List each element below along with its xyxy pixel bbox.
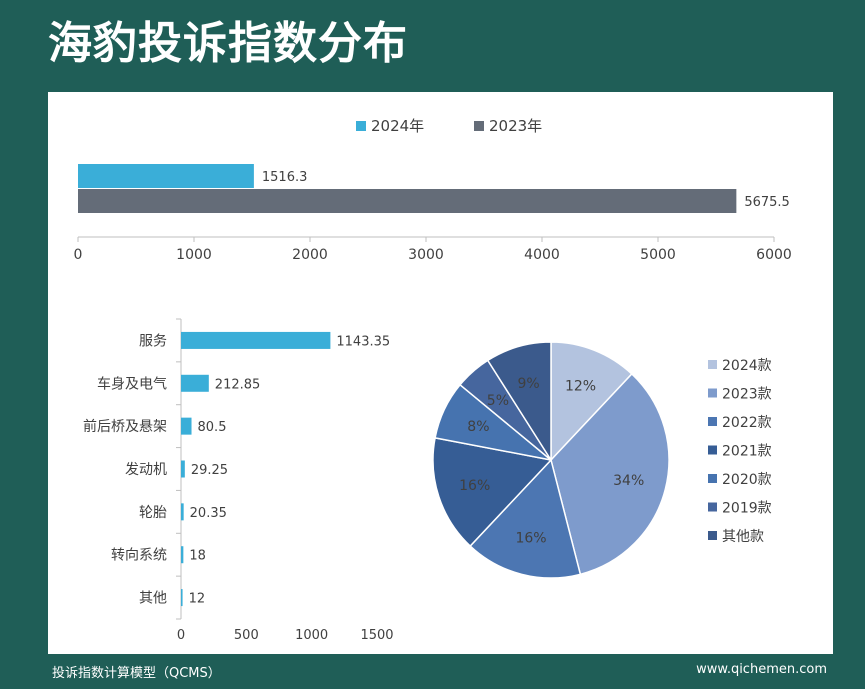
pie-legend-swatch-5 bbox=[708, 502, 717, 512]
category-value-label-4: 20.35 bbox=[190, 506, 227, 521]
footer-model-name: 投诉指数计算模型（QCMS） bbox=[52, 666, 221, 681]
pie-slice-3 bbox=[432, 437, 553, 548]
category-bar-3 bbox=[181, 460, 185, 478]
pie-slice-label-2: 16% bbox=[515, 531, 546, 547]
pie-legend-label-5: 2019款 bbox=[722, 501, 772, 517]
top-x-tick-label-0: 0 bbox=[74, 247, 83, 263]
pie-legend-label-6: 其他款 bbox=[722, 529, 764, 545]
category-value-label-6: 12 bbox=[189, 592, 206, 607]
pie-slice-label-5: 5% bbox=[487, 393, 509, 409]
category-x-tick-label-2: 1000 bbox=[295, 628, 328, 643]
pie-slice-2 bbox=[469, 458, 582, 579]
pie-legend-swatch-6 bbox=[708, 531, 717, 540]
pie-legend-label-1: 2023款 bbox=[722, 387, 772, 403]
category-value-label-5: 18 bbox=[189, 549, 206, 564]
pie-slice-6 bbox=[486, 341, 552, 463]
category-label-6: 其他 bbox=[139, 591, 167, 607]
category-label-4: 轮胎 bbox=[139, 505, 167, 521]
top-x-tick-label-3: 3000 bbox=[408, 247, 444, 263]
legend-label-1: 2023年 bbox=[489, 117, 542, 135]
top-x-tick-label-5: 5000 bbox=[640, 247, 676, 263]
page-title: 海豹投诉指数分布 bbox=[48, 18, 408, 69]
pie-legend-label-2: 2022款 bbox=[722, 415, 772, 431]
category-value-label-1: 212.85 bbox=[215, 377, 260, 392]
category-bar-2 bbox=[181, 417, 192, 435]
pie-legend-swatch-2 bbox=[708, 417, 717, 426]
category-label-1: 车身及电气 bbox=[97, 375, 167, 392]
pie-legend-label-3: 2021款 bbox=[722, 444, 772, 460]
category-label-5: 转向系统 bbox=[111, 548, 167, 564]
category-value-label-3: 29.25 bbox=[191, 463, 228, 478]
category-bar-0 bbox=[181, 331, 331, 349]
pie-legend-label-0: 2024款 bbox=[722, 358, 772, 374]
year-bar-0 bbox=[78, 164, 254, 188]
pie-slice-1 bbox=[550, 372, 670, 576]
legend-label-0: 2024年 bbox=[371, 117, 424, 135]
category-x-tick-label-1: 500 bbox=[234, 628, 259, 643]
pie-legend-swatch-4 bbox=[708, 474, 717, 483]
year-bar-label-1: 5675.5 bbox=[744, 195, 790, 210]
category-bar-6 bbox=[181, 589, 183, 607]
category-x-tick-label-3: 1500 bbox=[360, 628, 393, 643]
pie-slice-label-3: 16% bbox=[459, 478, 490, 494]
footer-website: www.qichemen.com bbox=[696, 662, 827, 677]
pie-legend-label-4: 2020款 bbox=[722, 472, 772, 488]
legend-swatch-0 bbox=[356, 121, 366, 131]
top-x-tick-label-2: 2000 bbox=[292, 247, 328, 263]
category-bar-5 bbox=[181, 546, 184, 564]
category-label-2: 前后桥及悬架 bbox=[83, 418, 167, 435]
category-x-tick-label-0: 0 bbox=[177, 628, 185, 643]
legend-swatch-1 bbox=[474, 121, 484, 131]
top-x-tick-label-1: 1000 bbox=[176, 247, 212, 263]
category-label-3: 发动机 bbox=[125, 462, 167, 478]
category-value-label-0: 1143.35 bbox=[336, 334, 390, 349]
year-bar-label-0: 1516.3 bbox=[262, 170, 308, 185]
pie-slice-label-1: 34% bbox=[613, 473, 644, 489]
category-bar-4 bbox=[181, 503, 184, 521]
pie-legend-swatch-1 bbox=[708, 388, 717, 398]
pie-slice-0 bbox=[550, 341, 633, 462]
category-value-label-2: 80.5 bbox=[198, 420, 227, 435]
pie-slice-label-0: 12% bbox=[565, 378, 596, 394]
pie-slice-label-4: 8% bbox=[467, 419, 489, 435]
year-bar-1 bbox=[78, 189, 737, 213]
category-label-0: 服务 bbox=[139, 333, 167, 349]
pie-legend-swatch-0 bbox=[708, 360, 717, 369]
top-x-tick-label-4: 4000 bbox=[524, 247, 560, 263]
charts-svg: 2024年 2023年 1516.3 5675.5 0 1000 2000 3000 4000 5… bbox=[74, 117, 792, 643]
chart-panel: 2024年 2023年 1516.3 5675.5 0 1000 2000 3000 4000 5… bbox=[48, 92, 833, 654]
pie-slice-label-6: 9% bbox=[517, 376, 539, 392]
top-x-tick-label-6: 6000 bbox=[756, 247, 792, 263]
category-bar-1 bbox=[181, 374, 209, 392]
pie-legend-swatch-3 bbox=[708, 445, 717, 455]
